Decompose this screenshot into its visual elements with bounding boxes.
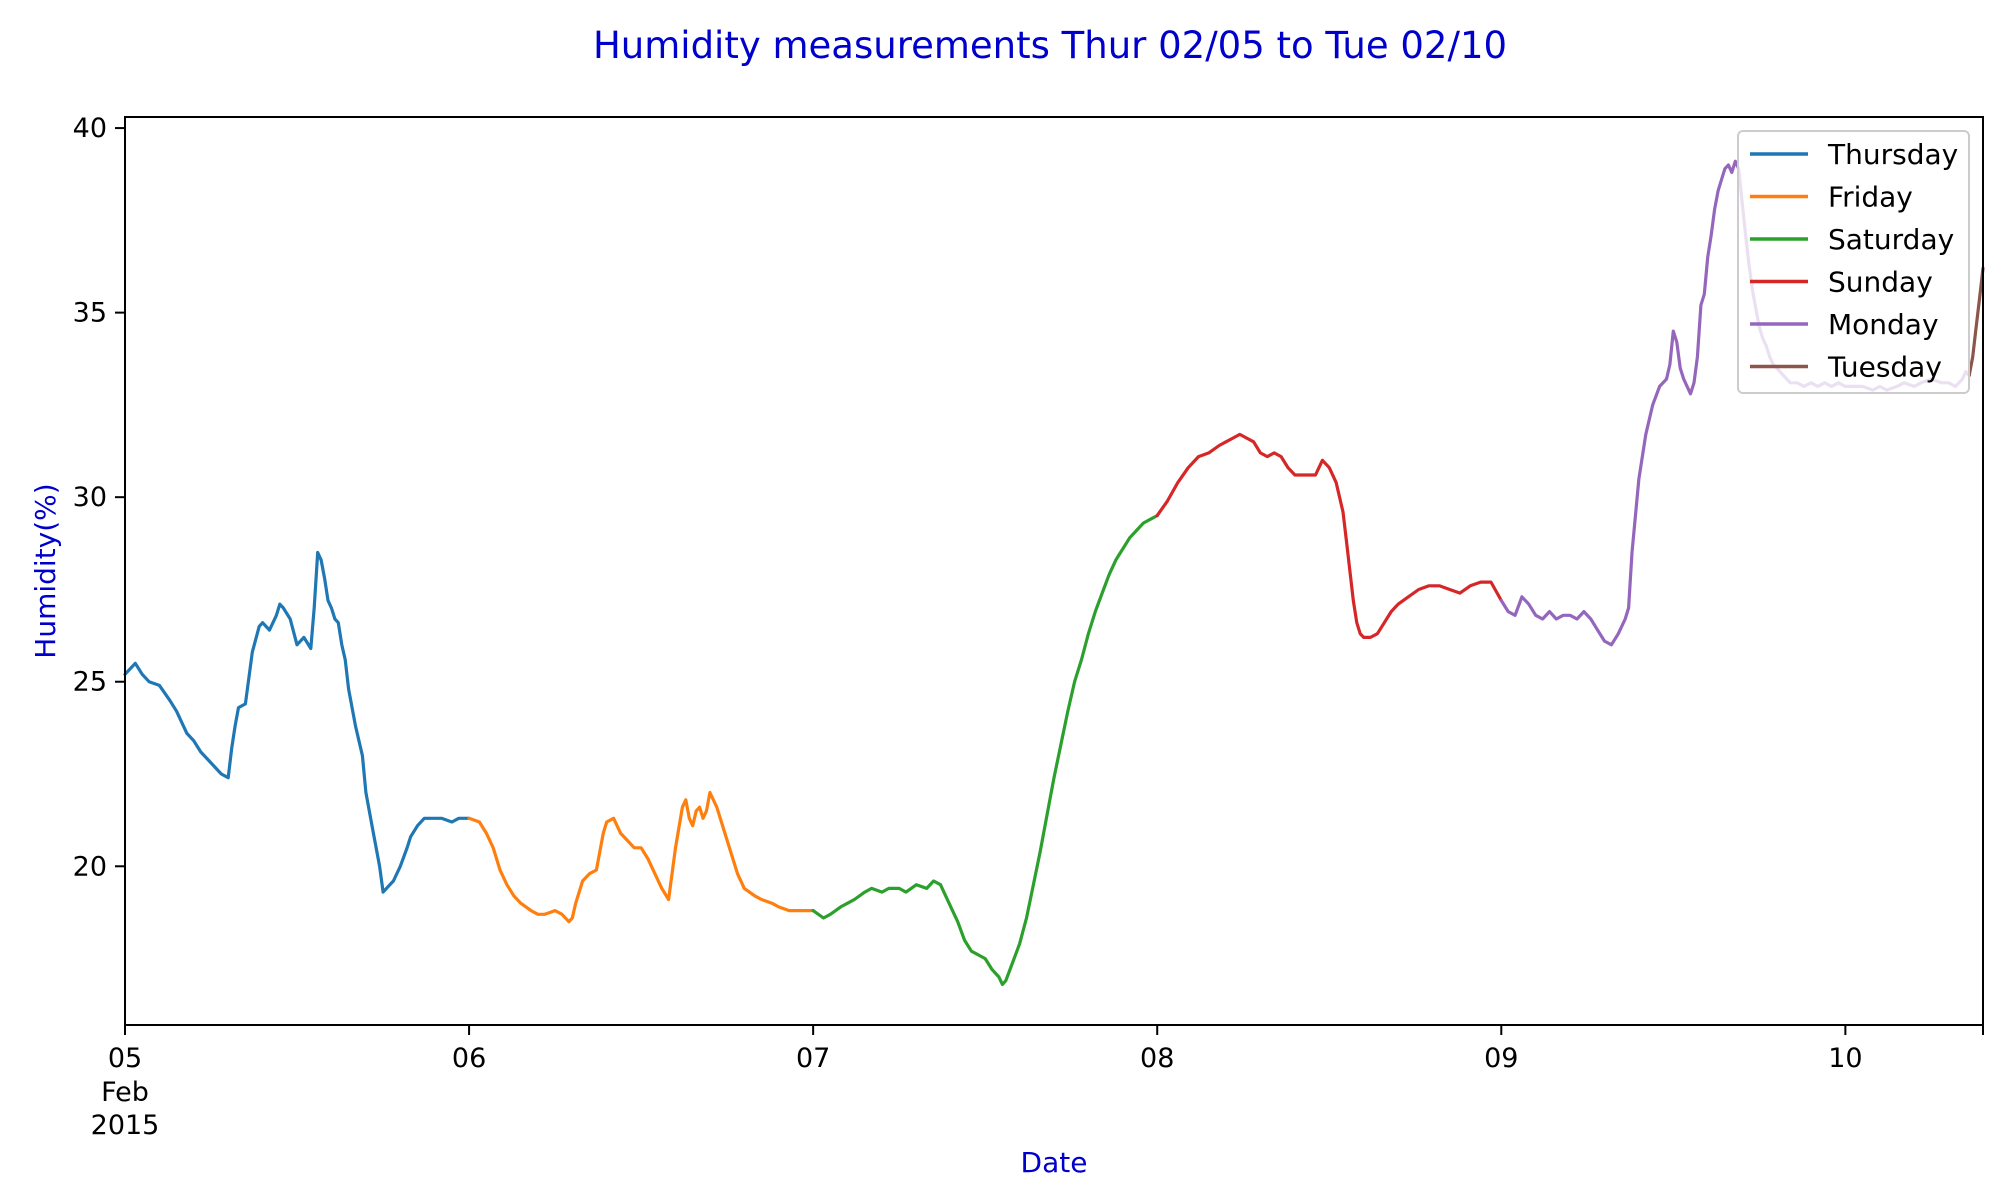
legend-entry-label: Monday xyxy=(1828,308,1939,341)
x-tick-label: 10 xyxy=(1828,1043,1862,1074)
series-line-sunday xyxy=(1155,432,1503,640)
legend-entry-label: Thursday xyxy=(1827,138,1958,171)
legend-entry-label: Tuesday xyxy=(1827,351,1942,384)
series-line-saturday xyxy=(811,513,1159,987)
y-tick-label: 25 xyxy=(73,667,107,698)
series-line-thursday xyxy=(123,550,471,894)
x-tick-label: 07 xyxy=(796,1043,830,1074)
series-line-friday xyxy=(467,790,815,924)
chart-title: Humidity measurements Thur 02/05 to Tue … xyxy=(593,24,1507,67)
x-tick-label: 06 xyxy=(452,1043,486,1074)
x-tick-label: 08 xyxy=(1140,1043,1174,1074)
plot-frame xyxy=(124,116,1984,1026)
x-tick-sublabel: Feb xyxy=(101,1077,149,1108)
y-tick-label: 40 xyxy=(73,113,107,144)
series-line-tuesday xyxy=(1967,266,1985,377)
y-tick-label: 20 xyxy=(73,851,107,882)
legend: Thursday Friday Saturday Sunday Monday Tuesda… xyxy=(1737,130,1970,394)
y-axis-label: Humidity(%) xyxy=(29,483,62,658)
x-axis-label: Date xyxy=(1021,1146,1088,1179)
y-axis: 20 25 30 35 40 xyxy=(73,113,125,882)
series-group xyxy=(123,159,1985,987)
legend-entry-label: Sunday xyxy=(1828,266,1933,299)
x-tick-label: 05 xyxy=(108,1043,142,1074)
legend-entry-label: Friday xyxy=(1828,181,1913,214)
y-tick-label: 30 xyxy=(73,482,107,513)
y-tick-label: 35 xyxy=(73,298,107,329)
legend-entry-label: Saturday xyxy=(1828,223,1954,256)
x-tick-label: 09 xyxy=(1484,1043,1518,1074)
x-tick-sublabel: 2015 xyxy=(91,1110,160,1141)
